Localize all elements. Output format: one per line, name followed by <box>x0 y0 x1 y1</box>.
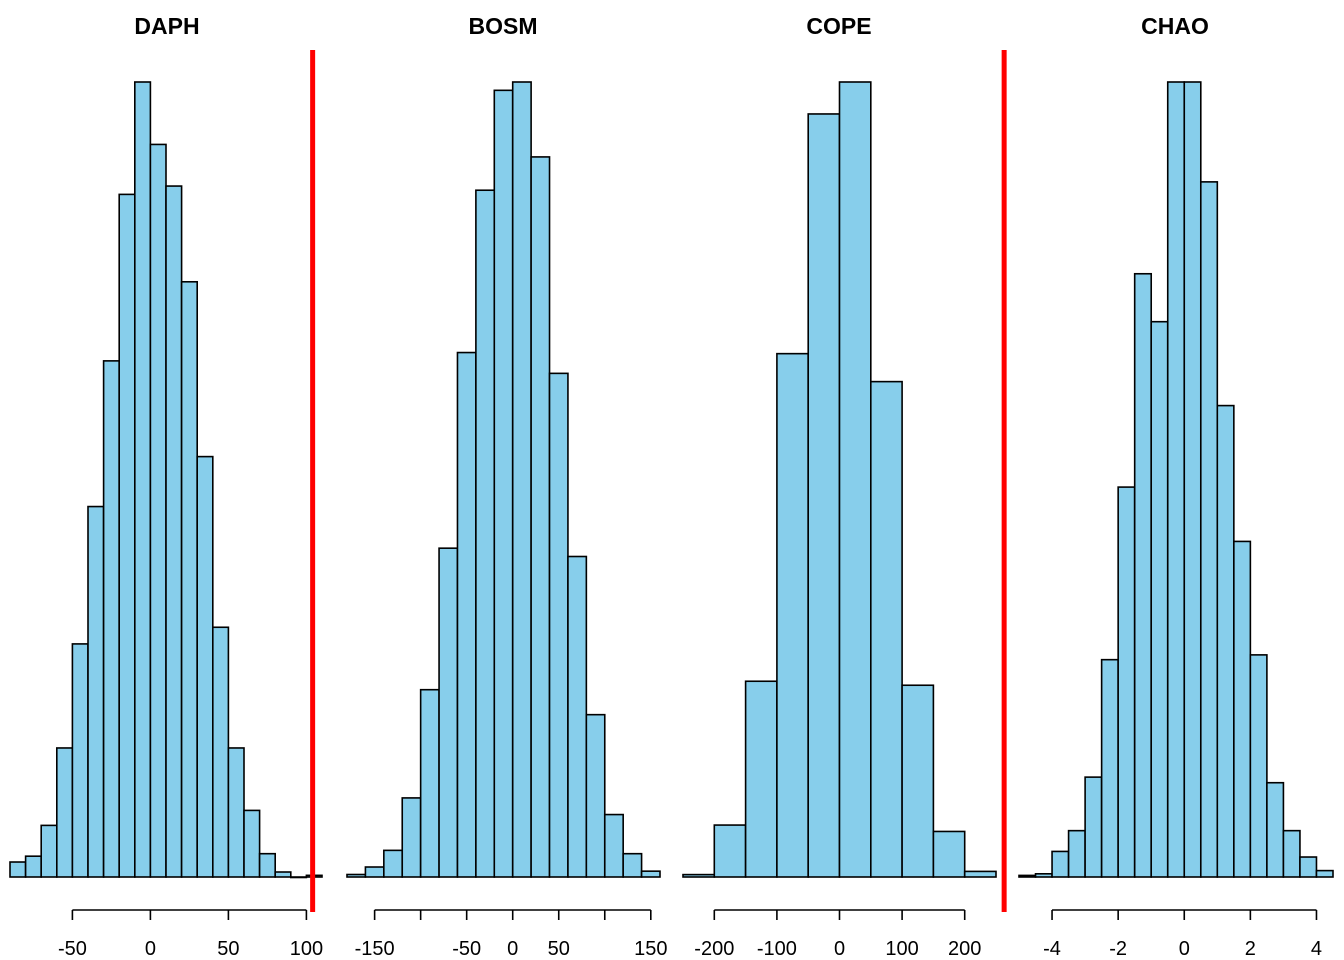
histogram-bar <box>1282 829 1301 878</box>
histogram-bar <box>180 280 199 878</box>
x-tick-label: -50 <box>452 938 481 960</box>
histogram-bar <box>869 380 903 878</box>
panel-title-bosm: BOSM <box>469 13 538 39</box>
histogram-bar <box>456 351 477 878</box>
x-tick-label: 0 <box>1179 938 1190 960</box>
panel-title-daph: DAPH <box>134 13 199 39</box>
histogram-bar <box>963 870 997 878</box>
x-tick-label: 150 <box>634 938 667 960</box>
histogram-bar <box>640 870 661 878</box>
histogram-bar <box>258 852 277 878</box>
histogram-bar <box>1315 869 1334 878</box>
histogram-bar <box>118 193 136 878</box>
histogram-bar <box>383 849 404 878</box>
histogram-bar <box>134 81 152 878</box>
histogram-bar <box>530 156 551 878</box>
histogram-bar <box>1166 81 1186 878</box>
histogram-bar <box>901 684 935 878</box>
histogram-bar <box>567 555 588 878</box>
histogram-bar <box>438 547 459 878</box>
histogram-bar <box>401 797 422 878</box>
histogram-bar <box>364 866 385 878</box>
histogram-bar <box>682 873 716 878</box>
histogram-bar <box>1067 829 1086 878</box>
histogram-bar <box>1133 272 1153 878</box>
histogram-bar <box>622 852 643 878</box>
x-tick-label: 100 <box>885 938 918 960</box>
histogram-bar <box>493 89 514 878</box>
histogram-bar <box>165 185 183 878</box>
x-tick-label: -50 <box>58 938 87 960</box>
x-tick-label: -100 <box>757 938 797 960</box>
x-tick-label: -150 <box>355 938 395 960</box>
histogram-bar <box>1018 874 1037 878</box>
histogram-bar <box>1183 81 1202 878</box>
histogram-bar <box>419 688 440 878</box>
histogram-bar <box>932 830 966 878</box>
x-tick-label: 0 <box>507 938 518 960</box>
x-tick-label: 100 <box>290 938 323 960</box>
histogram-bar <box>475 189 496 878</box>
x-tick-label: 50 <box>217 938 239 960</box>
histogram-bar <box>1249 654 1268 878</box>
x-tick-label: 0 <box>145 938 156 960</box>
histogram-bar <box>55 747 74 878</box>
panel-title-cope: COPE <box>806 13 871 39</box>
x-tick-label: 2 <box>1245 938 1256 960</box>
histogram-bar <box>149 143 167 878</box>
histogram-bar <box>1266 781 1285 878</box>
x-tick-label: -2 <box>1109 938 1127 960</box>
x-tick-label: -200 <box>694 938 734 960</box>
histogram-bar <box>585 713 606 878</box>
histogram-bar <box>744 680 778 878</box>
histogram-bar <box>24 855 43 878</box>
chart-marks: -50 0 50 100 -150 -50 0 50 150 -200 -100 0 100 200 -4 -… <box>9 50 1334 960</box>
histogram-bar <box>289 876 308 879</box>
histogram-bar <box>9 861 27 878</box>
histogram-bar <box>1034 873 1053 878</box>
histogram-bar <box>1100 658 1119 878</box>
panel-title-chao: CHAO <box>1141 13 1209 39</box>
histogram-bar <box>1117 486 1136 878</box>
x-tick-label: 4 <box>1311 938 1322 960</box>
histogram-bar <box>838 81 872 878</box>
histogram-bar <box>511 81 532 878</box>
histogram-bar <box>776 352 810 878</box>
histogram-bar <box>603 813 624 878</box>
histogram-bar <box>1084 776 1103 878</box>
histogram-bar <box>243 809 261 878</box>
x-tick-label: 0 <box>834 938 845 960</box>
x-tick-label: -4 <box>1043 938 1061 960</box>
histogram-bar <box>1051 850 1070 878</box>
histogram-bar <box>212 626 230 878</box>
histogram-bar <box>274 871 292 878</box>
histogram-bar <box>1150 320 1169 878</box>
histogram-bar <box>807 113 841 878</box>
histogram-bar <box>40 824 58 878</box>
histogram-bar <box>713 824 747 878</box>
x-tick-label: 50 <box>548 938 570 960</box>
histogram-bar <box>1216 404 1235 878</box>
histogram-bar <box>102 360 120 878</box>
histogram-bar <box>1299 856 1318 878</box>
histogram-bar <box>346 873 367 878</box>
x-tick-label: 200 <box>948 938 981 960</box>
histogram-bar <box>87 505 105 878</box>
histogram-bar <box>227 747 245 878</box>
histogram-bar <box>71 643 89 878</box>
histogram-bar <box>1233 540 1252 878</box>
histogram-bar <box>196 455 214 878</box>
histogram-bar <box>1199 181 1219 878</box>
histogram-bar <box>548 372 569 878</box>
